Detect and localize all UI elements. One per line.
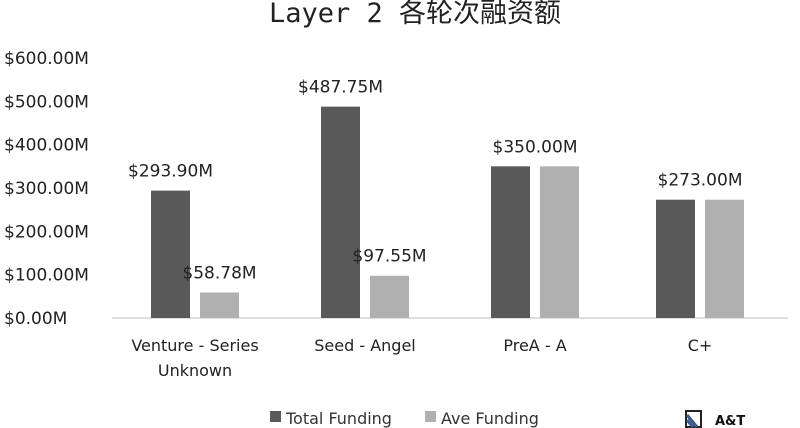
legend-label: Ave Funding (441, 409, 539, 428)
logo-text: A&T (715, 414, 745, 428)
bar-total-funding (491, 166, 530, 318)
y-tick-label: $200.00M (4, 222, 89, 242)
bar-ave-funding (370, 275, 409, 318)
y-tick-label: $0.00M (4, 309, 67, 329)
bars: $293.90M $58.78M $487.75M $97.55M $350.00M $2… (128, 78, 744, 319)
legend-swatch (270, 411, 281, 422)
x-tick-label: PreA - A (503, 336, 566, 355)
bar-ave-funding (200, 292, 239, 318)
bar-ave-funding (705, 199, 744, 318)
y-tick-label: $600.00M (4, 49, 89, 69)
data-label: $58.78M (182, 264, 256, 284)
bar-ave-funding (540, 166, 579, 318)
y-tick-label: $500.00M (4, 92, 89, 112)
y-tick-label: $300.00M (4, 179, 89, 199)
chart-title: Layer 2 各轮次融资额 (269, 0, 561, 29)
legend-swatch (425, 411, 436, 422)
data-label: $350.00M (493, 137, 578, 157)
x-tick-label: Venture - Series (131, 336, 258, 355)
y-tick-label: $400.00M (4, 136, 89, 156)
legend-label: Total Funding (285, 409, 392, 428)
x-tick-label: Seed - Angel (314, 336, 415, 355)
y-tick-label: $100.00M (4, 266, 89, 286)
data-label: $97.55M (352, 247, 426, 267)
data-label: $487.75M (298, 78, 383, 98)
data-label: $273.00M (658, 171, 743, 191)
x-tick-label: Unknown (158, 361, 232, 380)
data-label: $293.90M (128, 162, 213, 182)
logo: A&T (685, 410, 745, 428)
y-axis: $0.00M $100.00M $200.00M $300.00M $400.00M $5… (4, 49, 89, 329)
x-axis: Venture - Series Unknown Seed - Angel PreA … (131, 336, 712, 380)
legend: Total Funding Ave Funding (270, 409, 539, 428)
x-tick-label: C+ (688, 336, 713, 355)
bar-total-funding (656, 199, 695, 318)
bar-total-funding (151, 190, 190, 318)
bar-total-funding (321, 106, 360, 319)
logo-mark-icon (685, 410, 702, 428)
